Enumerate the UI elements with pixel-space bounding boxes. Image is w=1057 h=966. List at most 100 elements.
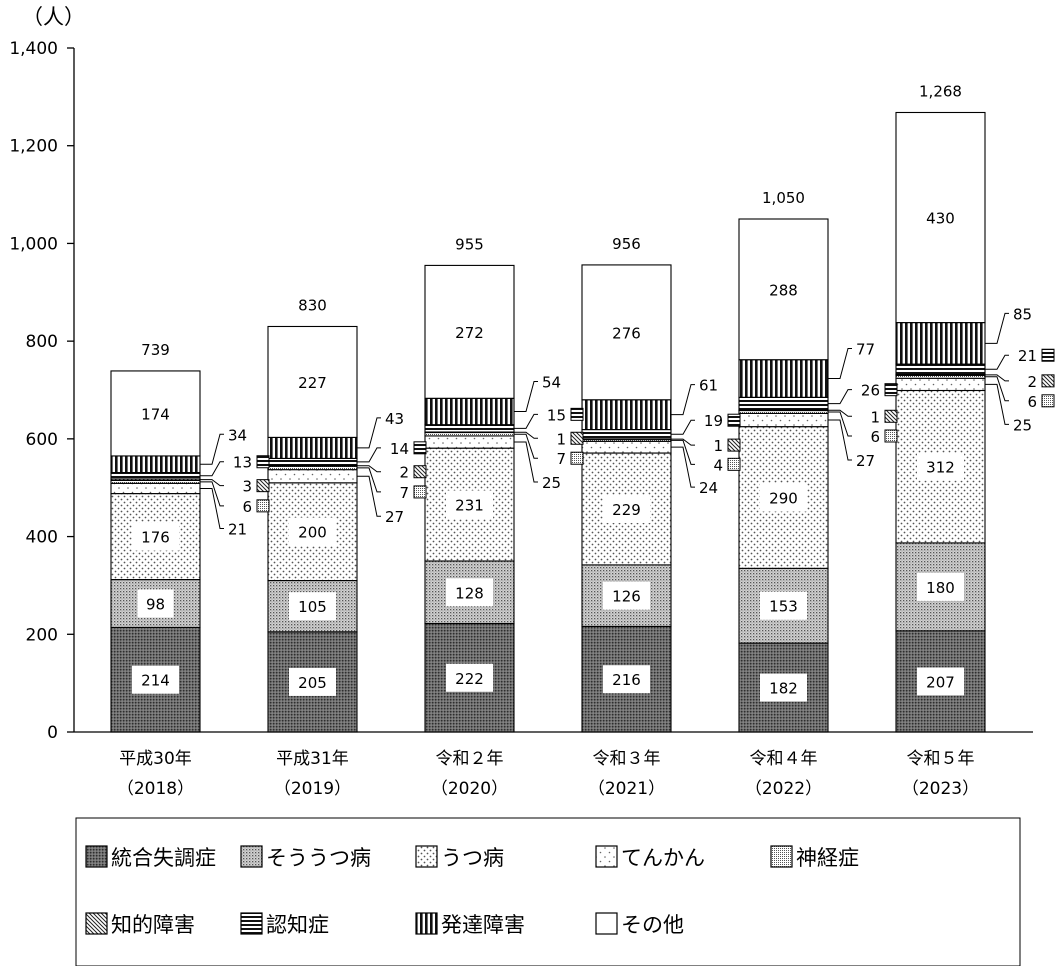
- legend-frame: [75, 817, 1021, 966]
- leader-line: [514, 380, 538, 412]
- leader-line: [828, 409, 852, 417]
- series-swatch: [884, 409, 898, 423]
- series-swatch: [570, 407, 584, 421]
- data-label: 14: [390, 440, 409, 458]
- data-label: 1: [713, 437, 723, 455]
- legend-swatch: [595, 845, 618, 868]
- series-swatch: [413, 485, 427, 499]
- legend-swatch: [415, 912, 438, 935]
- data-label: 4: [713, 456, 723, 474]
- data-label: 19: [704, 412, 723, 430]
- data-label-box: [446, 663, 493, 692]
- data-label: 176: [141, 529, 170, 547]
- legend-swatch: [770, 845, 793, 868]
- leader-line: [514, 431, 538, 439]
- data-label-box: [446, 317, 493, 346]
- leader-line: [671, 438, 695, 446]
- data-label-box: [132, 399, 179, 428]
- legend-swatch: [85, 912, 108, 935]
- leader-line: [671, 384, 695, 416]
- leader-line: [200, 433, 224, 465]
- data-label: 77: [856, 341, 875, 359]
- bar-segment: [267, 457, 358, 466]
- data-label-box: [603, 494, 650, 523]
- data-label: 288: [769, 281, 798, 299]
- x-category-year-label: （2020）: [431, 779, 508, 799]
- x-category-year-label: （2019）: [274, 779, 351, 799]
- bar-segment: [738, 396, 829, 411]
- leader-line: [828, 389, 852, 405]
- data-label: 312: [926, 459, 955, 477]
- leader-line: [200, 487, 224, 529]
- data-label-box: [760, 275, 807, 304]
- data-label: 153: [769, 598, 798, 616]
- series-swatch: [1041, 374, 1055, 388]
- x-category-label: 令和２年: [436, 749, 504, 769]
- y-tick-label: 600: [26, 430, 58, 450]
- series-swatch: [570, 431, 584, 445]
- data-label: 216: [612, 671, 641, 689]
- leader-line: [200, 461, 224, 477]
- leader-line: [357, 467, 381, 493]
- data-label-box: [760, 483, 807, 512]
- leader-line: [200, 479, 224, 487]
- legend-swatch: [415, 845, 438, 868]
- bar-segment: [267, 436, 358, 459]
- data-label: 1: [870, 408, 880, 426]
- data-label: 290: [769, 489, 798, 507]
- y-tick-label: 200: [26, 625, 58, 645]
- data-label: 2: [1027, 373, 1037, 391]
- y-tick-label: 800: [26, 332, 58, 352]
- leader-line: [671, 439, 695, 465]
- y-tick-label: 0: [47, 723, 58, 743]
- bar-segment: [581, 440, 672, 454]
- series-swatch: [884, 429, 898, 443]
- x-category-year-label: （2018）: [117, 779, 194, 799]
- legend-label: 神経症: [796, 846, 859, 870]
- legend-swatch: [240, 912, 263, 935]
- legend-label: てんかん: [621, 846, 705, 870]
- leader-line: [828, 348, 852, 380]
- series-swatch: [413, 465, 427, 479]
- data-label-box: [760, 591, 807, 620]
- legend-label: うつ病: [441, 846, 504, 870]
- data-label: 227: [298, 374, 327, 392]
- series-swatch: [256, 499, 270, 513]
- leader-line: [514, 433, 538, 459]
- legend-swatch: [595, 912, 618, 935]
- data-label: 7: [556, 450, 566, 468]
- bar-segment: [424, 435, 515, 449]
- data-label-box: [917, 452, 964, 481]
- series-swatch: [884, 383, 898, 397]
- data-label: 1: [556, 430, 566, 448]
- series-swatch: [727, 438, 741, 452]
- data-label: 27: [856, 452, 875, 470]
- bar-segment: [895, 363, 986, 375]
- series-swatch: [256, 455, 270, 469]
- data-label-box: [917, 572, 964, 601]
- leader-line: [514, 413, 538, 429]
- data-label: 205: [298, 674, 327, 692]
- bar-segment: [424, 424, 515, 433]
- data-label: 430: [926, 210, 955, 228]
- data-label-box: [446, 490, 493, 519]
- total-label: 955: [455, 235, 484, 253]
- x-category-label: 令和３年: [593, 749, 661, 769]
- legend-label: 認知症: [266, 913, 329, 937]
- bar-segment: [738, 412, 829, 428]
- data-label: 214: [141, 672, 170, 690]
- data-label: 182: [769, 680, 798, 698]
- data-label: 15: [547, 406, 566, 424]
- x-category-year-label: （2022）: [745, 779, 822, 799]
- x-category-label: 令和５年: [907, 749, 975, 769]
- y-tick-label: 1,200: [9, 137, 58, 157]
- data-label: 25: [1013, 416, 1032, 434]
- bar-segment: [110, 626, 201, 733]
- y-tick-label: 1,400: [9, 39, 58, 59]
- series-swatch: [413, 441, 427, 455]
- leader-line: [514, 441, 538, 483]
- data-label: 21: [1018, 347, 1037, 365]
- data-label-box: [917, 667, 964, 696]
- leader-line: [200, 481, 224, 507]
